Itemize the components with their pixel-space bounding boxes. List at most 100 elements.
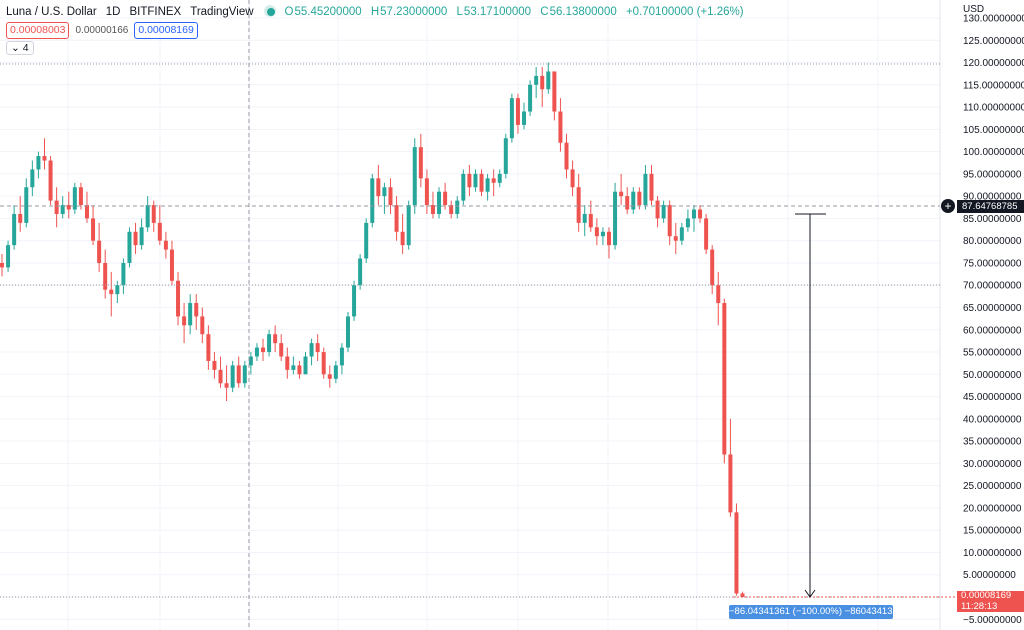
price-tick-label: 50.00000000 — [963, 370, 1022, 381]
candle-body — [194, 303, 199, 317]
candle-body — [97, 240, 102, 263]
candle-body — [157, 222, 162, 241]
symbol-header[interactable]: Luna / U.S. Dollar 1D BITFINEX TradingVi… — [6, 4, 750, 20]
candle-body — [406, 205, 411, 246]
price-tick-label: 10.00000000 — [963, 548, 1022, 559]
candle-body — [509, 98, 514, 139]
open-label: O — [284, 6, 294, 18]
candle-body — [48, 160, 53, 201]
candle-body — [30, 169, 35, 188]
candle-body — [455, 200, 460, 214]
candle-body — [24, 187, 29, 223]
candle-body — [728, 454, 733, 513]
price-tick-label: 85.00000000 — [963, 214, 1022, 225]
price-tick-label: 95.00000000 — [963, 169, 1022, 180]
axis-currency-label[interactable]: USD — [963, 4, 985, 15]
candle-body — [345, 316, 350, 348]
candle-body — [576, 187, 581, 223]
candle-body — [109, 289, 114, 295]
candle-body — [66, 205, 71, 210]
exchange-label: BITFINEX — [129, 6, 182, 18]
candle-body — [570, 169, 575, 188]
buy-price-button[interactable]: 0.00008169 — [134, 22, 198, 39]
candle-body — [716, 285, 721, 304]
candle-body — [176, 280, 181, 317]
candle-body — [588, 213, 593, 228]
candle-body — [103, 262, 108, 290]
candle-body — [218, 369, 223, 384]
candle-body — [558, 111, 563, 143]
candle-body — [655, 200, 660, 219]
candle-body — [127, 231, 132, 263]
candle-body — [212, 360, 217, 370]
candle-body — [121, 262, 126, 286]
price-tick-label: 40.00000000 — [963, 414, 1022, 425]
candle-body — [418, 147, 423, 179]
candle-body — [12, 213, 17, 246]
crosshair-price-label: 87.64768785 — [957, 200, 1024, 213]
overlay-layer — [0, 0, 957, 630]
low-label: L — [456, 6, 463, 18]
candle-body — [467, 173, 472, 188]
candle-body — [740, 593, 745, 597]
candle-body — [72, 187, 77, 210]
measure-tool-label[interactable]: −86.04341361 (−100.00%) −8604341361 — [729, 605, 904, 619]
close-value: 56.13800000 — [549, 6, 617, 18]
ohlc-values: O55.45200000 H57.23000000 L53.17100000 C… — [285, 6, 750, 18]
price-tick-label: 90.00000000 — [963, 192, 1022, 203]
candle-body — [497, 173, 502, 183]
candle-body — [254, 347, 259, 357]
bar-countdown: 11:28:13 — [961, 600, 998, 612]
indicators-toggle[interactable]: ⌄ 4 — [6, 41, 34, 55]
price-tick-label: 80.00000000 — [963, 236, 1022, 247]
high-label: H — [370, 6, 380, 18]
candle-body — [685, 218, 690, 228]
price-tick-label: 70.00000000 — [963, 281, 1022, 292]
candle-body — [358, 258, 363, 286]
symbol-name[interactable]: Luna / U.S. Dollar — [6, 6, 97, 18]
price-tick-label: 30.00000000 — [963, 459, 1022, 470]
price-tick-label: 35.00000000 — [963, 437, 1022, 448]
chart-grid — [0, 0, 940, 630]
candle-body — [594, 227, 599, 237]
market-status-icon[interactable] — [263, 5, 276, 17]
candle-body — [133, 231, 138, 246]
candle-body — [261, 347, 266, 353]
candle-body — [188, 303, 193, 326]
candle-body — [661, 205, 666, 219]
candle-body — [18, 213, 23, 223]
candle-body — [637, 191, 642, 206]
interval-label[interactable]: 1D — [105, 6, 121, 18]
open-value: 55.45200000 — [294, 6, 362, 18]
sell-price-button[interactable]: 0.00008003 — [6, 22, 70, 39]
candle-body — [315, 343, 320, 353]
add-alert-plus-icon[interactable]: + — [941, 199, 955, 213]
candle-body — [412, 147, 417, 206]
candle-body — [461, 173, 466, 201]
price-tick-label: 60.00000000 — [963, 325, 1022, 336]
price-tick-label: 105.00000000 — [963, 125, 1024, 136]
candles-layer — [0, 62, 745, 597]
change-value: +0.70100000 (+1.26%) — [625, 6, 744, 18]
price-tick-label: 5.00000000 — [963, 570, 1016, 581]
price-tick-label: 125.00000000 — [963, 36, 1024, 47]
candle-body — [230, 365, 235, 388]
candle-body — [248, 356, 253, 366]
candle-body — [564, 142, 569, 170]
candle-body — [649, 173, 654, 201]
candle-body — [169, 249, 174, 281]
candle-body — [691, 209, 696, 219]
candle-body — [327, 374, 332, 379]
price-axis: 130.00000000 125.00000000 120.00000000 115.… — [939, 0, 1024, 630]
close-label: C — [540, 6, 549, 18]
indicators-count: 4 — [22, 42, 29, 54]
candle-body — [528, 84, 533, 112]
price-tick-label: 75.00000000 — [963, 258, 1022, 269]
price-tick-label: 45.00000000 — [963, 392, 1022, 403]
candle-body — [400, 231, 405, 246]
last-price-label: 0.00008169 11:28:13 — [957, 590, 1024, 612]
price-tick-label: 55.00000000 — [963, 348, 1022, 359]
candle-body — [704, 218, 709, 250]
